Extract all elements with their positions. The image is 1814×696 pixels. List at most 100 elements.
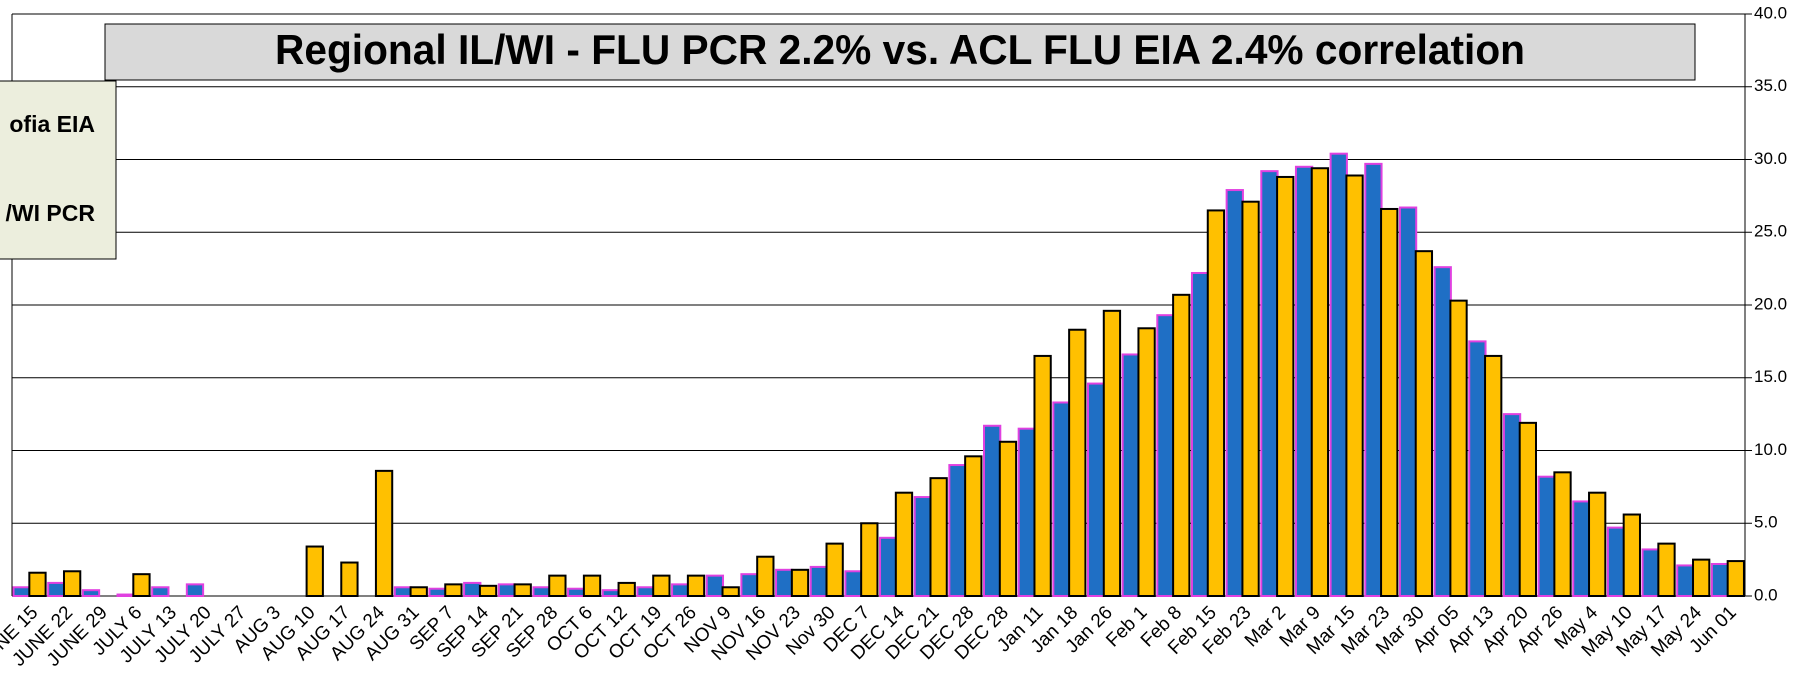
- bar: [151, 586, 170, 598]
- bar: [929, 477, 948, 597]
- bar: [428, 587, 447, 597]
- bar: [721, 586, 740, 598]
- bar: [1380, 207, 1399, 597]
- bar: [948, 464, 967, 597]
- bar: [1086, 382, 1106, 597]
- bar: [1692, 558, 1711, 597]
- bar: [740, 573, 759, 597]
- bar: [497, 583, 517, 597]
- bar: [62, 570, 82, 598]
- bar: [1206, 209, 1226, 598]
- bar: [652, 574, 671, 598]
- bar: [28, 571, 47, 597]
- bar: [636, 586, 655, 598]
- y-tick-label: 5.0: [1754, 513, 1778, 532]
- bar: [1641, 548, 1660, 598]
- bar: [756, 555, 775, 598]
- bar: [548, 574, 567, 598]
- bar: [444, 583, 463, 597]
- bar: [964, 455, 983, 597]
- bar: [1414, 250, 1434, 597]
- bar: [601, 589, 621, 597]
- bar: [532, 586, 551, 598]
- bar: [1345, 174, 1364, 597]
- bar: [340, 561, 359, 597]
- bar: [1518, 421, 1538, 598]
- bar: [790, 568, 810, 597]
- bar: [463, 581, 482, 598]
- bar: [1310, 167, 1330, 597]
- y-tick-label: 20.0: [1754, 294, 1787, 313]
- bar: [132, 573, 151, 597]
- bar: [81, 589, 101, 597]
- bar: [983, 424, 1002, 598]
- bar: [1606, 526, 1626, 597]
- y-tick-label: 0.0: [1754, 585, 1778, 604]
- bar: [1433, 266, 1452, 597]
- bar: [1137, 327, 1156, 597]
- bar: [1676, 564, 1695, 598]
- bar: [1172, 293, 1191, 597]
- bar: [1537, 475, 1556, 597]
- bar: [1260, 170, 1279, 597]
- bar: [913, 496, 932, 597]
- bar: [1156, 314, 1175, 597]
- bar: [1726, 560, 1745, 598]
- bar: [1102, 309, 1122, 597]
- bar: [1622, 513, 1641, 598]
- bar: [185, 583, 205, 597]
- bar: [513, 583, 532, 597]
- bar: [1398, 206, 1418, 597]
- bar: [1241, 200, 1260, 597]
- y-tick-label: 40.0: [1754, 3, 1787, 22]
- title-box: [104, 23, 1696, 81]
- bar: [1484, 354, 1503, 597]
- bar: [478, 584, 498, 598]
- bar: [844, 570, 863, 598]
- y-tick-label: 30.0: [1754, 149, 1787, 168]
- legend-label: /WI PCR: [6, 200, 96, 226]
- chart-title: Regional IL/WI - FLU PCR 2.2% vs. ACL FL…: [275, 26, 1525, 73]
- bar: [1588, 491, 1607, 598]
- bar: [374, 469, 394, 597]
- bar: [998, 440, 1018, 597]
- legend-label: ofia EIA: [9, 111, 95, 137]
- bar: [1364, 162, 1383, 598]
- bar: [582, 574, 602, 598]
- bar: [1553, 471, 1572, 598]
- y-tick-label: 10.0: [1754, 440, 1787, 459]
- bar: [393, 586, 413, 598]
- y-tick-label: 25.0: [1754, 222, 1787, 241]
- bar: [860, 522, 879, 597]
- bar: [617, 581, 636, 598]
- bar: [1121, 353, 1140, 597]
- bar: [1449, 299, 1468, 597]
- bar: [1190, 271, 1210, 597]
- y-tick-label: 35.0: [1754, 76, 1787, 95]
- bar: [409, 586, 428, 598]
- bar: [1225, 189, 1244, 597]
- bar: [1710, 562, 1730, 597]
- bar: [671, 583, 690, 597]
- bar: [1468, 340, 1487, 597]
- bar: [825, 542, 844, 597]
- bar: [1052, 401, 1071, 597]
- bar: [12, 586, 31, 598]
- bar: [775, 568, 794, 597]
- bar: [1017, 427, 1036, 597]
- bar: [116, 593, 135, 597]
- bar: [567, 587, 586, 597]
- legend-box: [0, 80, 117, 260]
- bar: [305, 545, 324, 598]
- bar: [809, 565, 828, 598]
- bar: [879, 536, 898, 597]
- bar: [1657, 542, 1676, 597]
- bar: [1068, 328, 1087, 597]
- bar: [1294, 165, 1314, 597]
- bar: [686, 574, 706, 598]
- bar: [1502, 413, 1522, 597]
- bar: [705, 574, 725, 598]
- bar: [1033, 354, 1052, 597]
- bar: [1329, 152, 1348, 597]
